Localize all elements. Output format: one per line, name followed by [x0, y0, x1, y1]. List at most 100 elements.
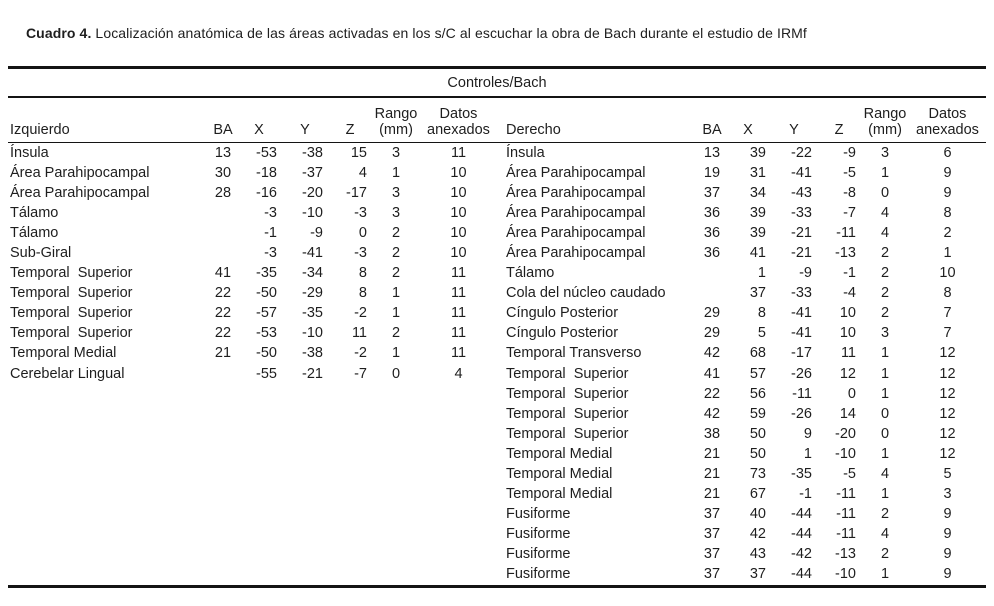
- cell-datos: 11: [450, 345, 467, 362]
- table-row: Sub-Giral -3 -41 -3 2 10: [8, 243, 497, 263]
- column-header-datos-line1: Datos: [928, 105, 967, 122]
- cell-y: -1: [799, 486, 812, 503]
- cell-region: Cíngulo Posterior: [506, 325, 619, 342]
- cell-region: Temporal Superior: [10, 265, 133, 282]
- cell-region: Área Parahipocampal: [506, 164, 646, 181]
- cell-y: -35: [302, 305, 323, 322]
- cell-y: -10: [302, 204, 323, 221]
- cell-z: 14: [839, 405, 856, 422]
- cell-region: Área Parahipocampal: [10, 164, 150, 181]
- cell-y: -22: [791, 144, 812, 161]
- table-row: Cola del núcleo caudado 37 -33 -4 2 8: [497, 283, 986, 303]
- cell-ba: 42: [703, 405, 721, 422]
- cell-ba: 38: [703, 425, 721, 442]
- table-row: Tálamo -3 -10 -3 3 10: [8, 203, 497, 223]
- cell-y: -21: [791, 224, 812, 241]
- column-header-izquierdo: Izquierdo: [8, 98, 210, 143]
- cell-region: Área Parahipocampal: [506, 204, 646, 221]
- cell-region: Temporal Medial: [506, 486, 613, 503]
- cell-datos: 9: [943, 566, 952, 583]
- cell-z: -20: [835, 425, 856, 442]
- table-row: Temporal Superior 38 50 9 -20 0 12: [497, 424, 986, 444]
- cell-ba: [210, 364, 236, 384]
- cell-x: 41: [749, 244, 766, 261]
- table-row: Tálamo 1 -9 -1 2 10: [497, 263, 986, 283]
- cell-datos: 9: [943, 526, 952, 543]
- cell-rango: 2: [391, 265, 401, 282]
- right-table-header: Derecho BA X Y Z Rango (mm) Datos anexad…: [497, 98, 986, 143]
- table-row: Área Parahipocampal 30 -18 -37 4 1 10: [8, 163, 497, 183]
- cell-datos: 10: [450, 164, 467, 181]
- cell-ba: 37: [703, 566, 721, 583]
- table-row: Temporal Medial 21 73 -35 -5 4 5: [497, 464, 986, 484]
- cell-datos: 9: [943, 164, 952, 181]
- cell-y: -44: [791, 506, 812, 523]
- cell-y: -41: [791, 325, 812, 342]
- cell-x: 39: [749, 144, 766, 161]
- cell-rango: 1: [880, 365, 890, 382]
- cell-region: Temporal Superior: [506, 365, 629, 382]
- cell-rango: 3: [880, 144, 890, 161]
- cell-x: -18: [256, 164, 277, 181]
- cell-rango: 2: [391, 224, 401, 241]
- cell-x: -16: [256, 184, 277, 201]
- table-row: Área Parahipocampal 28 -16 -20 -17 3 10: [8, 183, 497, 203]
- cell-y: -21: [791, 244, 812, 261]
- column-header-rango-line2: (mm): [868, 121, 902, 138]
- cell-y: -17: [791, 345, 812, 362]
- cell-x: 8: [757, 305, 766, 322]
- cell-ba: [699, 263, 725, 283]
- cell-rango: 3: [391, 144, 401, 161]
- column-header-y: Y: [282, 98, 328, 143]
- table-row: Fusiforme 37 37 -44 -10 1 9: [497, 564, 986, 584]
- column-header-rango: Rango (mm): [372, 98, 420, 143]
- cell-datos: 12: [939, 425, 956, 442]
- cell-datos: 8: [943, 204, 952, 221]
- cell-x: 73: [749, 466, 766, 482]
- cell-z: -11: [836, 224, 856, 241]
- cell-y: -35: [791, 466, 812, 482]
- cell-y: -21: [302, 365, 323, 382]
- cell-ba: 42: [703, 345, 721, 362]
- cell-y: -43: [791, 184, 812, 201]
- cell-ba: 19: [703, 164, 721, 181]
- table-row: Área Parahipocampal 36 41 -21 -13 2 1: [497, 243, 986, 263]
- cell-region: Cerebelar Lingual: [10, 365, 125, 382]
- cell-rango: 0: [391, 365, 401, 382]
- cell-z: 4: [358, 164, 367, 181]
- cell-datos: 4: [454, 365, 463, 382]
- table-row: Temporal Superior 42 59 -26 14 0 12: [497, 404, 986, 424]
- cell-x: 50: [749, 445, 766, 462]
- table-row: Temporal Medial 21 -50 -38 -2 1 11: [8, 343, 497, 363]
- cell-y: -33: [791, 285, 812, 302]
- cell-ba: 21: [703, 486, 721, 503]
- column-header-derecho: Derecho: [497, 98, 699, 143]
- table-row: Temporal Superior 22 -57 -35 -2 1 11: [8, 303, 497, 323]
- cell-datos: 2: [943, 224, 952, 241]
- cell-z: -13: [835, 546, 856, 563]
- table-row: Temporal Superior 22 -50 -29 8 1 11: [8, 283, 497, 303]
- cell-y: -41: [791, 164, 812, 181]
- cell-ba: 22: [703, 385, 721, 402]
- cell-rango: 4: [880, 526, 890, 543]
- cell-ba: [210, 223, 236, 243]
- cell-z: 0: [358, 224, 367, 241]
- column-header-datos-line2: anexados: [916, 121, 979, 138]
- cell-rango: 1: [880, 566, 890, 583]
- cell-z: 11: [351, 325, 367, 342]
- cell-ba: 22: [214, 305, 232, 322]
- column-header-z: Z: [328, 98, 372, 143]
- cell-ba: 13: [214, 144, 232, 161]
- cell-datos: 10: [939, 265, 956, 282]
- cell-datos: 12: [939, 405, 956, 422]
- cell-x: 39: [749, 224, 766, 241]
- cell-z: 12: [839, 365, 856, 382]
- cell-region: Cola del núcleo caudado: [506, 285, 666, 302]
- table-row: Área Parahipocampal 19 31 -41 -5 1 9: [497, 163, 986, 183]
- cell-x: 56: [749, 385, 766, 402]
- cell-rango: 2: [880, 506, 890, 523]
- cell-rango: 4: [880, 466, 890, 482]
- cell-ba: [699, 283, 725, 303]
- table-row: Temporal Superior 22 -53 -10 11 2 11: [8, 323, 497, 343]
- column-header-datos-line1: Datos: [439, 105, 478, 122]
